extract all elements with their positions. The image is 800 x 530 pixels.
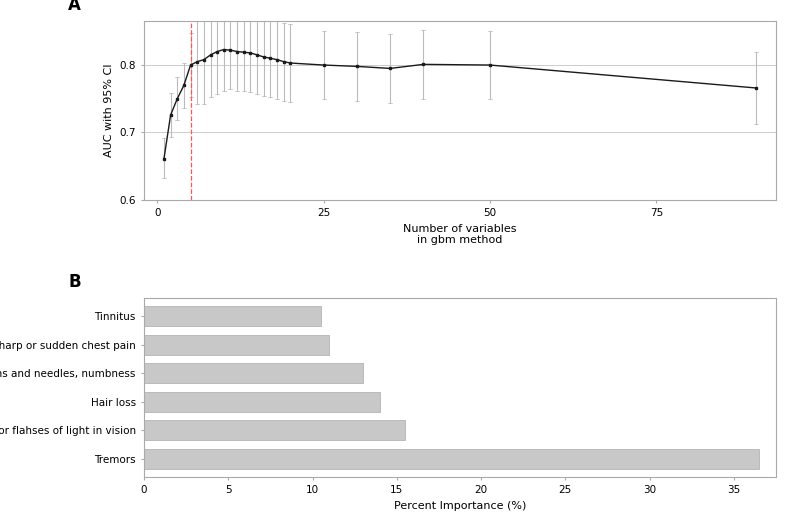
Text: B: B	[68, 273, 81, 291]
Bar	[144, 420, 406, 440]
Bar	[144, 335, 330, 355]
X-axis label: Percent Importance (%): Percent Importance (%)	[394, 501, 526, 511]
X-axis label: Number of variables
in gbm method: Number of variables in gbm method	[403, 224, 517, 245]
Bar	[144, 364, 363, 383]
Bar	[144, 306, 321, 326]
Bar	[144, 392, 380, 412]
Bar	[144, 449, 759, 469]
Text: A: A	[68, 0, 81, 14]
Y-axis label: AUC with 95% CI: AUC with 95% CI	[104, 64, 114, 157]
